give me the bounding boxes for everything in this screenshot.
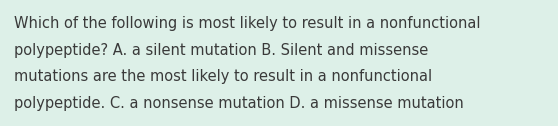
Text: polypeptide. C. a nonsense mutation D. a missense mutation: polypeptide. C. a nonsense mutation D. a… (14, 96, 464, 111)
Text: polypeptide? A. a silent mutation B. Silent and missense: polypeptide? A. a silent mutation B. Sil… (14, 43, 428, 58)
Text: Which of the following is most likely to result in a nonfunctional: Which of the following is most likely to… (14, 16, 480, 31)
Text: mutations are the most likely to result in a nonfunctional: mutations are the most likely to result … (14, 69, 432, 84)
